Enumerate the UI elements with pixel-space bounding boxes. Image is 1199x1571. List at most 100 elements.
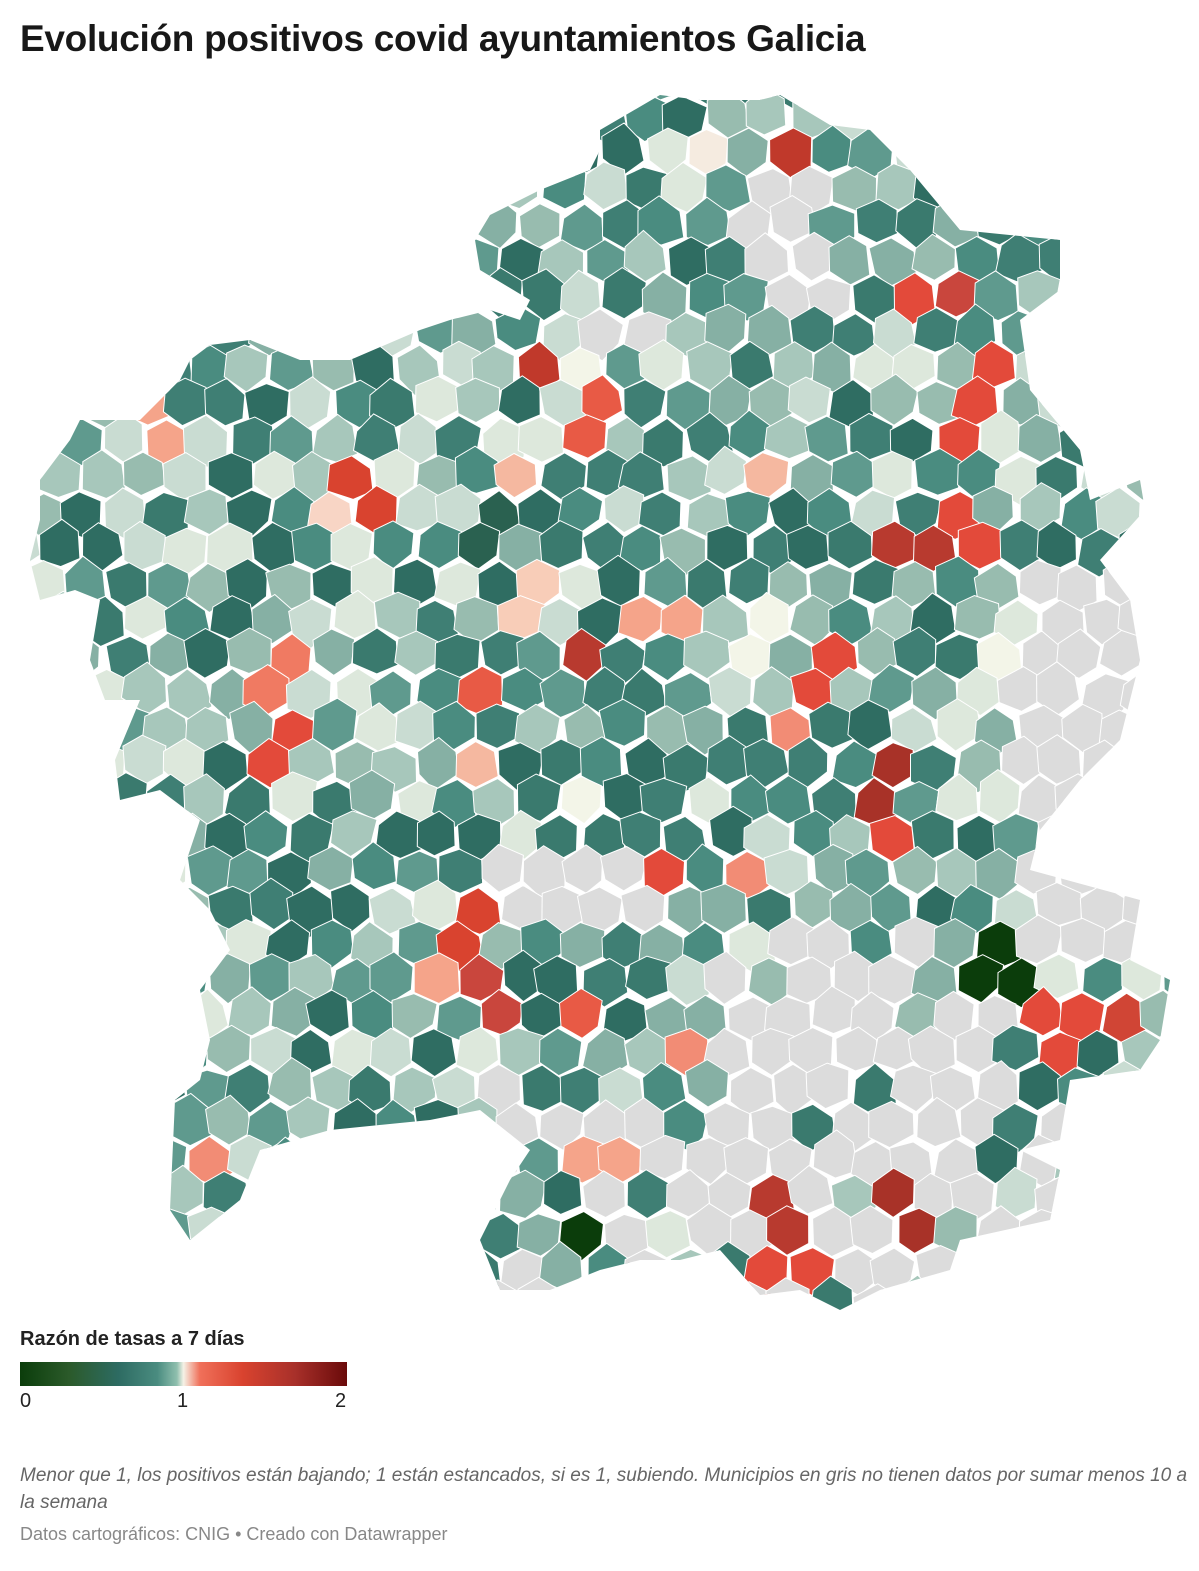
municipality[interactable] bbox=[597, 1136, 642, 1183]
municipality[interactable] bbox=[726, 127, 769, 178]
municipality[interactable] bbox=[1078, 1101, 1123, 1148]
municipality[interactable] bbox=[356, 80, 395, 102]
municipality[interactable] bbox=[916, 1096, 962, 1148]
municipality[interactable] bbox=[1139, 915, 1185, 966]
municipality[interactable] bbox=[56, 634, 100, 681]
municipality[interactable] bbox=[562, 414, 607, 459]
municipality[interactable] bbox=[475, 1135, 519, 1186]
municipality[interactable] bbox=[429, 266, 477, 318]
municipality[interactable] bbox=[1138, 1208, 1181, 1263]
municipality[interactable] bbox=[182, 918, 229, 965]
municipality[interactable] bbox=[897, 80, 940, 106]
municipality[interactable] bbox=[393, 1135, 439, 1182]
municipality[interactable] bbox=[1122, 1241, 1168, 1291]
municipality[interactable] bbox=[39, 958, 84, 1008]
municipality[interactable] bbox=[688, 128, 729, 176]
municipality[interactable] bbox=[188, 196, 232, 249]
municipality[interactable] bbox=[1139, 627, 1181, 678]
municipality[interactable] bbox=[849, 1205, 894, 1255]
municipality[interactable] bbox=[724, 490, 771, 539]
municipality[interactable] bbox=[0, 1245, 43, 1291]
municipality[interactable] bbox=[1124, 89, 1169, 141]
municipality[interactable] bbox=[623, 229, 667, 283]
municipality[interactable] bbox=[1120, 1094, 1167, 1149]
municipality[interactable] bbox=[0, 520, 41, 570]
municipality[interactable] bbox=[1140, 412, 1185, 466]
municipality[interactable] bbox=[22, 990, 69, 1035]
municipality[interactable] bbox=[331, 1169, 380, 1216]
municipality[interactable] bbox=[3, 231, 48, 282]
municipality[interactable] bbox=[1160, 1243, 1199, 1292]
municipality[interactable] bbox=[892, 845, 938, 896]
municipality[interactable] bbox=[1161, 168, 1199, 216]
municipality[interactable] bbox=[165, 238, 208, 288]
municipality[interactable] bbox=[1141, 339, 1182, 395]
municipality[interactable] bbox=[23, 80, 68, 107]
municipality[interactable] bbox=[209, 91, 253, 142]
municipality[interactable] bbox=[999, 519, 1043, 572]
municipality[interactable] bbox=[1125, 163, 1170, 214]
municipality[interactable] bbox=[1081, 95, 1129, 141]
municipality[interactable] bbox=[814, 80, 856, 106]
municipality[interactable] bbox=[65, 780, 111, 829]
municipality[interactable] bbox=[706, 87, 750, 139]
municipality[interactable] bbox=[598, 1279, 644, 1320]
municipality[interactable] bbox=[270, 132, 315, 178]
municipality[interactable] bbox=[43, 301, 86, 352]
municipality[interactable] bbox=[435, 1137, 479, 1189]
municipality[interactable] bbox=[102, 274, 148, 323]
municipality[interactable] bbox=[787, 1164, 834, 1215]
municipality[interactable] bbox=[540, 452, 587, 501]
municipality[interactable] bbox=[271, 200, 316, 250]
municipality[interactable] bbox=[870, 373, 919, 426]
municipality[interactable] bbox=[1056, 341, 1099, 388]
municipality[interactable] bbox=[22, 1061, 66, 1111]
municipality[interactable] bbox=[624, 1027, 672, 1076]
municipality[interactable] bbox=[245, 236, 293, 287]
municipality[interactable] bbox=[2, 669, 44, 721]
municipality[interactable] bbox=[4, 956, 46, 1004]
municipality[interactable] bbox=[78, 887, 127, 933]
municipality[interactable] bbox=[119, 1097, 165, 1147]
municipality[interactable] bbox=[432, 124, 476, 174]
municipality[interactable] bbox=[1011, 1279, 1056, 1320]
municipality[interactable] bbox=[348, 769, 396, 820]
municipality[interactable] bbox=[388, 127, 437, 173]
municipality[interactable] bbox=[750, 1105, 796, 1151]
municipality[interactable] bbox=[828, 235, 871, 286]
municipality[interactable] bbox=[24, 704, 66, 751]
municipality[interactable] bbox=[122, 881, 167, 932]
municipality[interactable] bbox=[431, 201, 475, 251]
municipality[interactable] bbox=[978, 768, 1021, 824]
municipality[interactable] bbox=[312, 1135, 361, 1184]
municipality[interactable] bbox=[953, 1241, 997, 1292]
municipality[interactable] bbox=[186, 1206, 231, 1256]
municipality[interactable] bbox=[307, 845, 354, 892]
municipality[interactable] bbox=[19, 1208, 65, 1259]
municipality[interactable] bbox=[538, 95, 586, 141]
municipality[interactable] bbox=[497, 375, 541, 425]
municipality[interactable] bbox=[0, 199, 19, 246]
municipality[interactable] bbox=[1162, 303, 1199, 352]
municipality[interactable] bbox=[313, 1281, 360, 1320]
municipality[interactable] bbox=[1137, 270, 1185, 318]
municipality[interactable] bbox=[0, 80, 17, 109]
municipality[interactable] bbox=[0, 991, 19, 1036]
municipality[interactable] bbox=[853, 776, 900, 827]
municipality[interactable] bbox=[374, 1246, 418, 1296]
municipality[interactable] bbox=[334, 232, 379, 285]
municipality[interactable] bbox=[84, 1028, 130, 1074]
municipality[interactable] bbox=[348, 122, 397, 172]
municipality[interactable] bbox=[1165, 234, 1199, 286]
municipality[interactable] bbox=[991, 1024, 1040, 1072]
municipality[interactable] bbox=[414, 375, 461, 423]
municipality[interactable] bbox=[1163, 952, 1199, 1007]
municipality[interactable] bbox=[328, 1241, 374, 1293]
municipality[interactable] bbox=[59, 1131, 104, 1181]
municipality[interactable] bbox=[936, 80, 980, 101]
municipality[interactable] bbox=[40, 1173, 83, 1222]
municipality[interactable] bbox=[934, 127, 980, 178]
municipality[interactable] bbox=[1139, 989, 1184, 1038]
municipality[interactable] bbox=[123, 164, 169, 213]
municipality[interactable] bbox=[638, 339, 685, 392]
